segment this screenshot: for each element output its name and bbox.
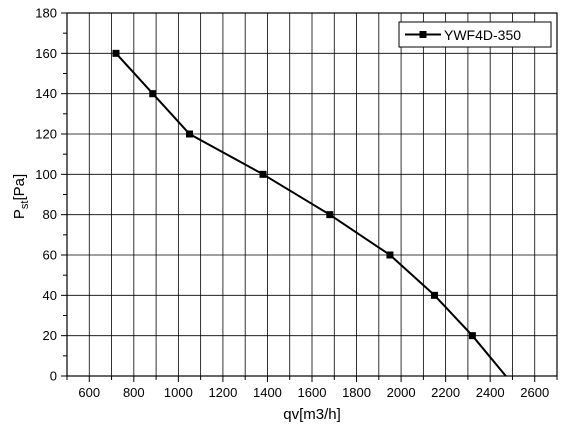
y-axis-title: Pst[Pa] [11,174,31,219]
x-tick-label: 2400 [476,385,505,400]
data-point-marker [149,90,157,98]
x-tick-label: 2600 [520,385,549,400]
x-tick-labels: 600 800 1000 1200 1400 1600 1800 2000 2200 2400 26… [78,385,549,400]
legend-marker [419,31,427,38]
data-point-marker [386,251,394,259]
x-tick-label: 600 [78,385,100,400]
x-tick-label: 1000 [164,385,193,400]
x-tick-label: 2200 [431,385,460,400]
x-tick-label: 800 [123,385,145,400]
series-layer [112,49,507,377]
data-point-marker [468,332,476,340]
x-axis-title: qv[m3/h] [283,406,341,423]
y-tick-label: 100 [35,167,57,182]
y-tick-label: 0 [50,369,57,384]
legend-label: YWF4D-350 [444,27,521,43]
y-tick-label: 60 [43,248,57,263]
x-tick-label: 2000 [387,385,416,400]
y-tick-label: 20 [43,328,57,343]
y-tick-label: 80 [43,207,57,222]
x-tick-label: 1200 [208,385,237,400]
y-axis-title-main: P [11,209,28,219]
x-tick-label: 1800 [342,385,371,400]
y-tick-label: 120 [35,127,57,142]
y-tick-labels: 0 20 40 60 80 100 120 140 160 180 [35,6,57,384]
y-axis-title-unit: [Pa] [11,174,28,201]
legend: YWF4D-350 [398,21,552,48]
data-point-marker [112,49,120,57]
grid-lines [67,13,557,376]
y-tick-label: 160 [35,46,57,61]
x-tick-label: 1400 [253,385,282,400]
data-point-marker [259,170,267,178]
data-point-marker [431,291,438,299]
y-tick-label: 140 [35,86,57,101]
y-tick-label: 40 [43,288,57,303]
x-tick-label: 1600 [298,385,327,400]
data-point-marker [186,130,193,138]
axis-ticks [61,12,558,382]
y-axis-title-subscript: st [19,201,31,210]
data-point-marker [326,211,334,219]
y-tick-label: 180 [35,6,57,21]
